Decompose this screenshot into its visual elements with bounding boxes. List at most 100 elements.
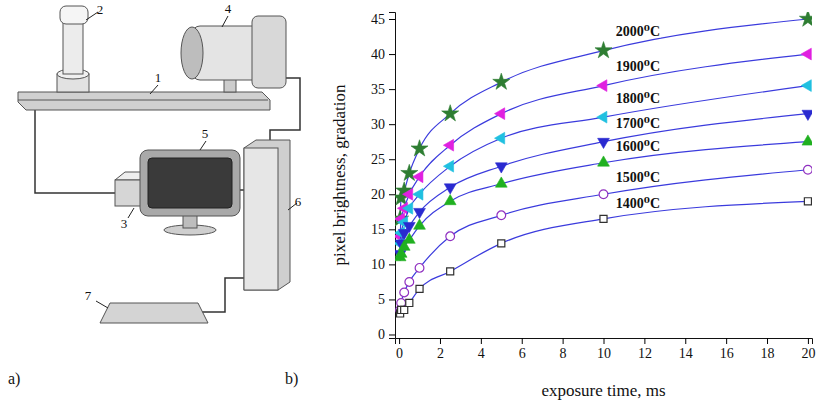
- part-number: 5: [202, 126, 209, 141]
- x-tick-mark: [399, 338, 400, 344]
- y-tick: 30: [371, 117, 395, 132]
- part-number: 4: [225, 1, 232, 16]
- y-tick-label: 5: [378, 292, 385, 307]
- data-point: [801, 80, 811, 92]
- x-tick-label: 12: [638, 346, 652, 361]
- data-point: [443, 160, 453, 172]
- series-label: 1600⁰C: [616, 139, 660, 154]
- plot-area: [395, 12, 812, 317]
- y-tick-mark: [389, 194, 395, 195]
- data-point: [597, 80, 607, 92]
- y-tick: 35: [371, 82, 395, 97]
- data-point: [406, 299, 413, 306]
- data-point: [497, 211, 506, 220]
- x-tick-label: 4: [478, 346, 485, 361]
- data-point: [804, 198, 811, 205]
- x-axis-line: [396, 339, 813, 345]
- data-point: [403, 222, 415, 232]
- leader-line: [96, 301, 108, 308]
- x-tick-label: 8: [560, 346, 567, 361]
- y-axis-line: [389, 13, 396, 339]
- x-tick-mark: [522, 338, 523, 344]
- x-tick-label: 10: [597, 346, 611, 361]
- y-axis-title: pixel brightness, gradation: [330, 84, 349, 265]
- y-axis: 051015202530354045: [371, 12, 396, 342]
- y-tick: 15: [371, 222, 395, 237]
- data-point: [600, 215, 607, 222]
- lamp-head: [60, 6, 88, 24]
- data-point: [802, 135, 812, 145]
- y-tick-label: 30: [371, 117, 385, 132]
- data-point: [495, 163, 507, 173]
- data-point: [498, 240, 505, 247]
- data-point: [413, 188, 423, 200]
- series-label: 1800⁰C: [616, 91, 660, 106]
- panel-label: a): [8, 370, 20, 388]
- y-tick: 45: [371, 12, 395, 27]
- x-tick-mark: [440, 338, 441, 344]
- series-line: [400, 54, 808, 236]
- series-line: [400, 142, 808, 258]
- x-tick-mark: [808, 338, 809, 344]
- x-tick-mark: [767, 338, 768, 344]
- figure: 1234567a)0246810121416182005101520253035…: [0, 0, 828, 408]
- leader-line: [128, 208, 134, 218]
- x-tick: 8: [560, 338, 567, 361]
- data-point: [413, 171, 423, 183]
- camera-back: [252, 16, 286, 88]
- data-point: [443, 139, 453, 151]
- x-tick-label: 20: [801, 346, 815, 361]
- y-tick-label: 15: [371, 222, 385, 237]
- data-point: [405, 278, 414, 287]
- series-line: [400, 201, 808, 313]
- y-tick-label: 25: [371, 152, 385, 167]
- data-point: [416, 285, 423, 292]
- data-point: [597, 111, 607, 123]
- x-tick: 10: [597, 338, 611, 361]
- x-tick-mark: [563, 338, 564, 344]
- y-tick-mark: [389, 229, 395, 230]
- y-tick-mark: [389, 19, 395, 20]
- series: [395, 80, 811, 250]
- data-point: [415, 264, 424, 273]
- keyboard: [100, 303, 208, 323]
- series-line: [400, 19, 808, 219]
- series-line: [400, 170, 808, 310]
- x-tick-label: 0: [396, 346, 403, 361]
- monitor-frame: [140, 150, 240, 216]
- data-point: [411, 140, 428, 156]
- y-tick-mark: [389, 299, 395, 300]
- series: [395, 110, 812, 260]
- series: [395, 135, 812, 261]
- y-tick-label: 10: [371, 257, 385, 272]
- data-point: [403, 233, 415, 243]
- data-point: [494, 132, 504, 144]
- optical-bench: [18, 92, 270, 110]
- leader-line: [150, 85, 158, 94]
- x-tick: 6: [519, 338, 526, 361]
- y-tick-mark: [389, 334, 395, 335]
- data-point: [595, 42, 612, 58]
- part-number: 6: [295, 194, 302, 209]
- y-tick: 10: [371, 257, 395, 272]
- x-tick: 14: [679, 338, 693, 361]
- series-label: 1700⁰C: [616, 116, 660, 131]
- x-tick-mark: [604, 338, 605, 344]
- y-tick: 20: [371, 187, 395, 202]
- y-tick-mark: [389, 54, 395, 55]
- data-point: [442, 105, 459, 121]
- x-axis-title: exposure time, ms: [541, 381, 665, 400]
- y-tick: 5: [378, 292, 395, 307]
- y-tick-label: 45: [371, 12, 385, 27]
- series-labels: 2000⁰C1900⁰C1800⁰C1700⁰C1600⁰C1500⁰C1400…: [615, 24, 661, 210]
- leader-line: [222, 16, 228, 27]
- data-point: [494, 108, 504, 120]
- series: [396, 165, 812, 314]
- panel-label: b): [285, 370, 298, 388]
- series-line: [400, 86, 808, 244]
- series: [395, 12, 812, 226]
- data-point: [495, 177, 507, 187]
- y-tick: 40: [371, 47, 395, 62]
- cable: [35, 110, 115, 193]
- x-tick: 2: [437, 338, 444, 361]
